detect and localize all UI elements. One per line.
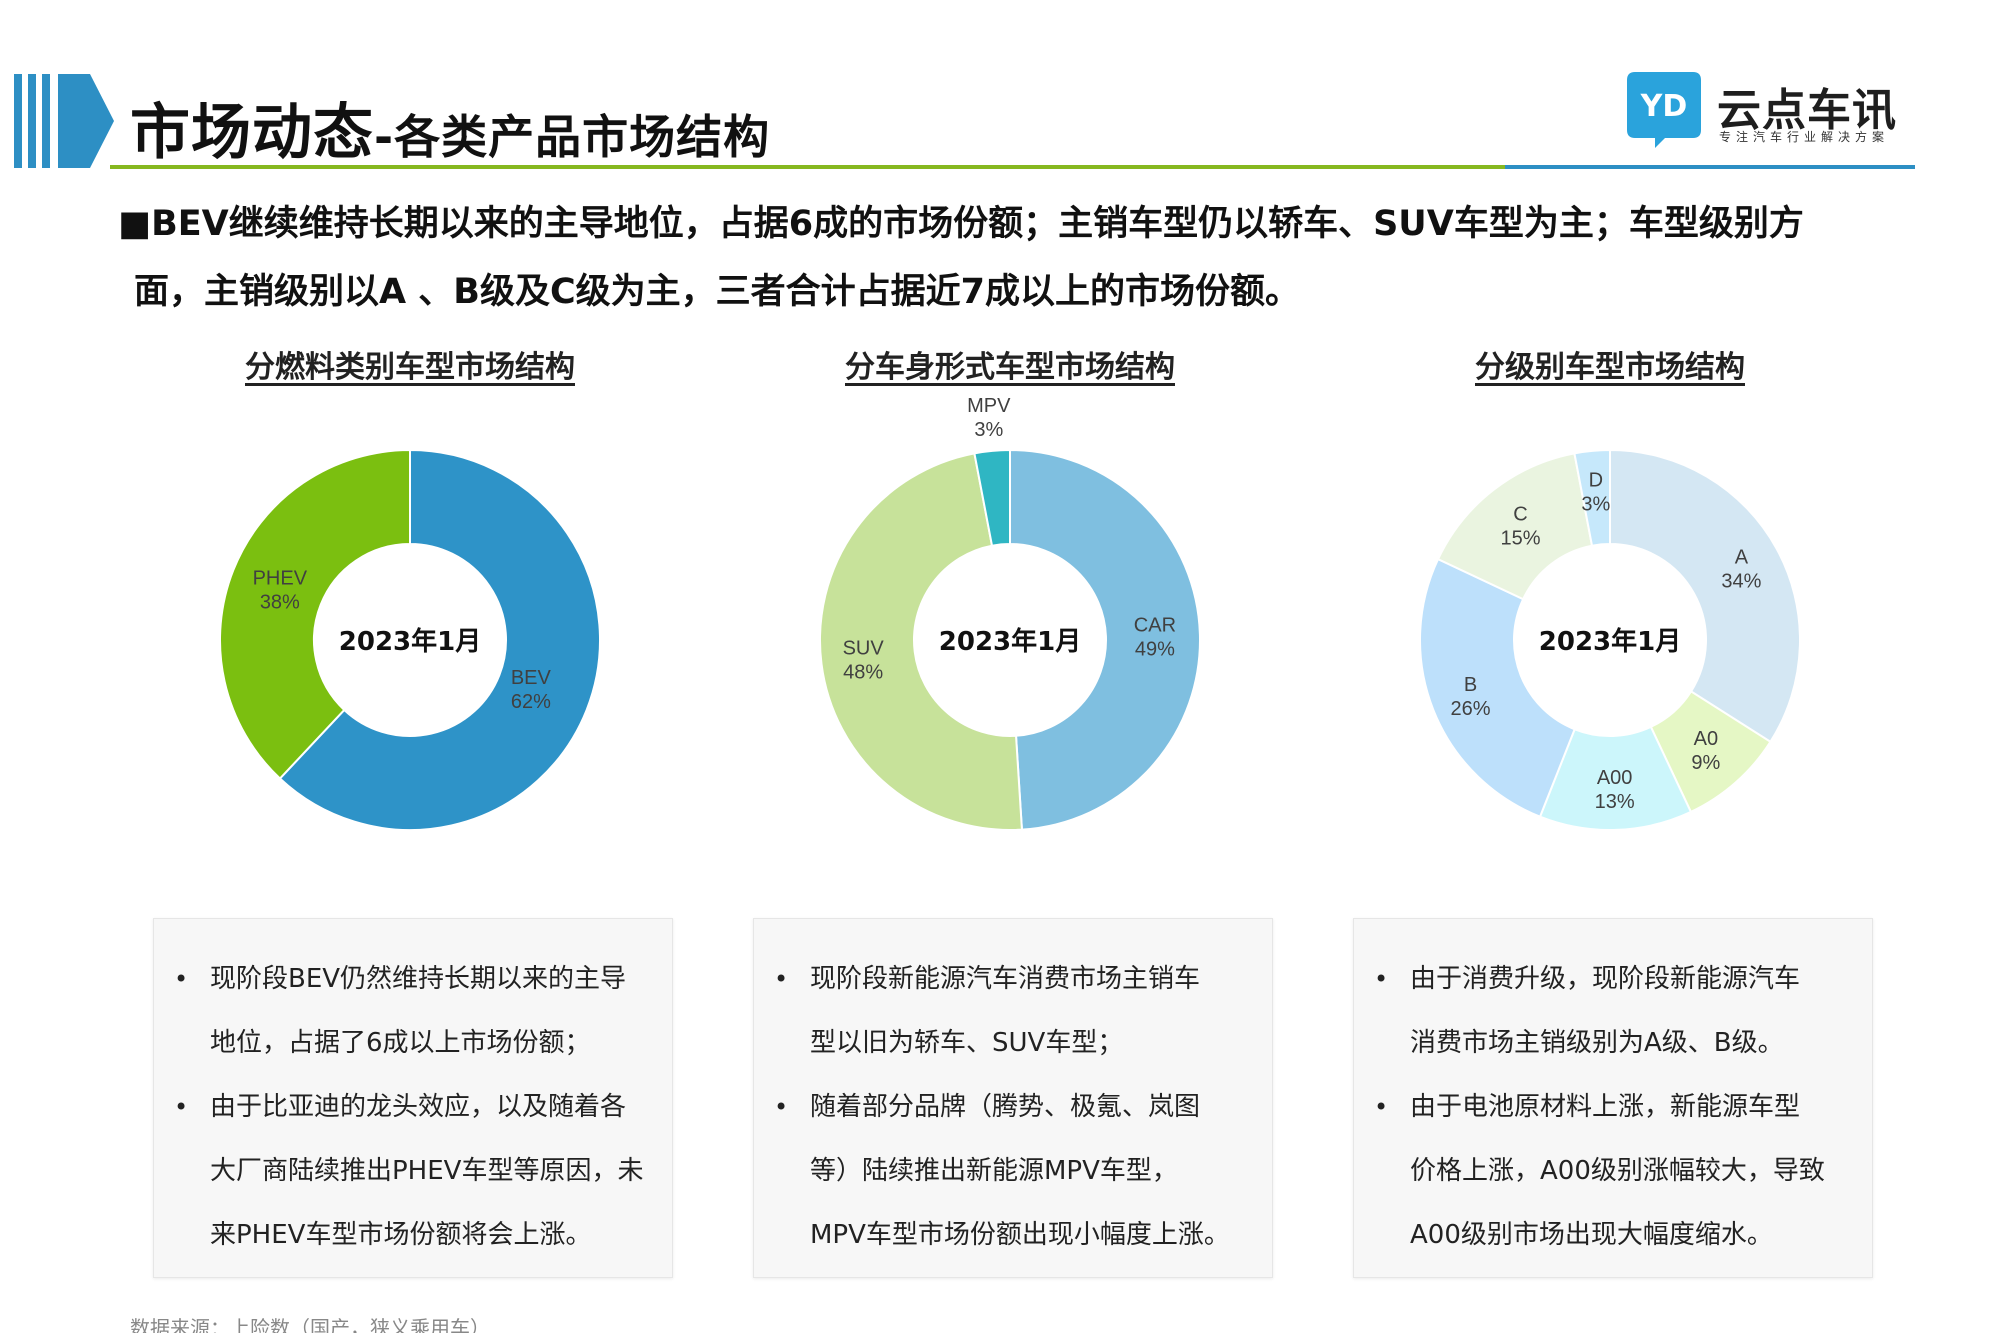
slice-label: A00 [1597, 767, 1633, 789]
slice-label: C [1513, 504, 1527, 526]
slice-label: PHEV [253, 567, 308, 589]
donut-center-label: 2023年1月 [339, 626, 481, 657]
donut-chart-body: CAR 49% SUV 48% MPV 3% 2023年1月 [730, 380, 1290, 880]
slice-value-label: 3% [1581, 494, 1610, 516]
slice-value-label: 34% [1721, 571, 1761, 593]
slice-car [1009, 448, 1201, 831]
slice-value-label: 13% [1595, 791, 1635, 813]
chart-title-body: 分车身形式车型市场结构 [845, 350, 1175, 385]
slice-value-label: 49% [1135, 638, 1175, 660]
summary-line-2: 面，主销级别以A 、B级及C级为主，三者合计占据近7成以上的市场份额。 [134, 272, 1300, 312]
summary-line-1: ■BEV继续维持长期以来的主导地位，占据6成的市场份额；主销车型仍以轿车、SUV… [118, 204, 1804, 244]
page-title-sub: -各类产品市场结构 [374, 110, 771, 164]
chart-title-class: 分级别车型市场结构 [1475, 350, 1745, 385]
logo-name: 云点车讯 [1717, 85, 1897, 136]
logo-slogan: 专注汽车行业解决方案 [1719, 130, 1890, 144]
slice-a [1609, 448, 1801, 744]
slice-mpv [973, 448, 1011, 547]
note-item: 由于电池原材料上涨，新能源车型价格上涨，A00级别涨幅较大，导致A00级别市场出… [1374, 1075, 1852, 1267]
note-item: 由于比亚迪的龙头效应，以及随着各大厂商陆续推出PHEV车型等原因，未来PHEV车… [174, 1075, 652, 1267]
page-title: 市场动态-各类产品市场结构 [130, 84, 770, 171]
header-decoration [14, 74, 114, 168]
logo-mark-icon: YD [1627, 72, 1701, 148]
donut-center-label: 2023年1月 [1539, 626, 1681, 657]
slice-label: B [1464, 674, 1477, 696]
title-divider [110, 165, 1505, 169]
chart-title-fuel: 分燃料类别车型市场结构 [245, 350, 575, 385]
slice-value-label: 26% [1451, 698, 1491, 720]
data-source: 数据来源：上险数（国产，狭义乘用车） [130, 1316, 490, 1333]
donut-chart-class: A 34% A0 9% A00 13% B 26% C 15% D 3% 2023年1月 [1330, 380, 1890, 880]
summary-text: ■BEV继续维持长期以来的主导地位，占据6成的市场份额；主销车型仍以轿车、SUV… [118, 190, 1898, 326]
slice-label: A0 [1694, 728, 1718, 750]
slice-value-label: 48% [843, 662, 883, 684]
slice-d [1573, 448, 1611, 547]
brand-logo: YD 云点车讯 专注汽车行业解决方案 [1625, 70, 1925, 152]
slice-label: MPV [967, 395, 1011, 417]
note-item: 随着部分品牌（腾势、极氪、岚图等）陆续推出新能源MPV车型，MPV车型市场份额出… [774, 1075, 1252, 1267]
slice-value-label: 15% [1501, 528, 1541, 550]
slice-label: SUV [843, 638, 885, 660]
slice-suv [819, 452, 1023, 831]
slice-value-label: 9% [1691, 752, 1720, 774]
slice-label: D [1589, 470, 1603, 492]
slice-label: BEV [511, 667, 552, 689]
slice-value-label: 3% [974, 419, 1003, 441]
slice-phev [219, 448, 411, 780]
title-divider-accent [1505, 165, 1915, 169]
slice-bev [278, 448, 601, 831]
donut-center-label: 2023年1月 [939, 626, 1081, 657]
slice-label: A [1735, 547, 1749, 569]
slice-value-label: 38% [260, 591, 300, 613]
slice-label: CAR [1134, 614, 1176, 636]
slice-b [1419, 557, 1576, 818]
page-title-main: 市场动态 [130, 98, 374, 168]
logo-mark-text: YD [1640, 89, 1688, 124]
slice-value-label: 62% [511, 691, 551, 713]
donut-chart-fuel: BEV 62% PHEV 38% 2023年1月 [130, 380, 690, 880]
